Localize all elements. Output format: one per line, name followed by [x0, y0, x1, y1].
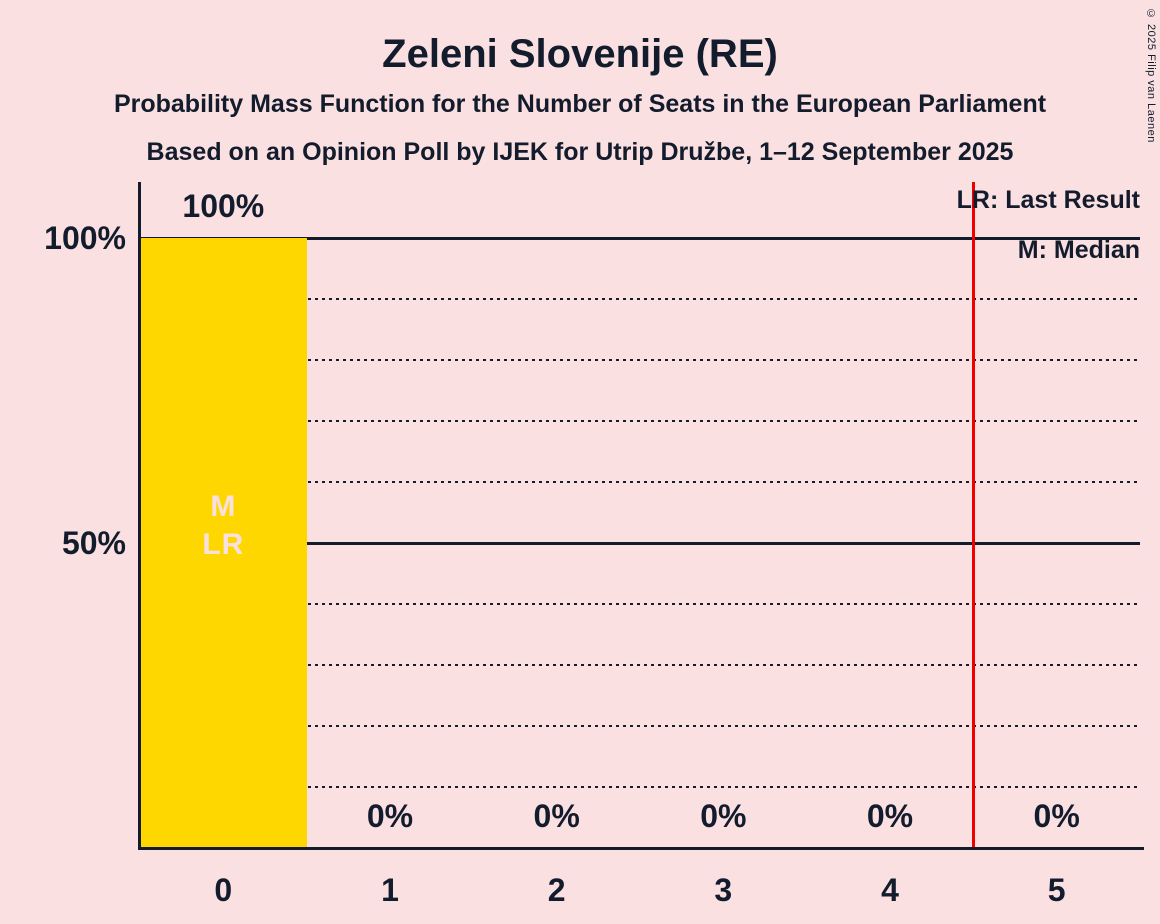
- median-last-result-annotation: M LR: [140, 488, 307, 564]
- y-axis-line: [138, 182, 141, 850]
- x-axis-label-4: 4: [881, 872, 899, 908]
- bar-value-label-seat-4: 0%: [866, 798, 914, 834]
- copyright-notice: © 2025 Filip van Laenen: [1145, 8, 1157, 143]
- gridline-dotted-60: [140, 481, 1140, 483]
- bar-value-label-seat-2: 0%: [533, 798, 580, 834]
- bar-value-label-seat-3: 0%: [700, 798, 747, 834]
- gridline-dotted-40: [140, 603, 1140, 605]
- gridline-dotted-20: [140, 725, 1140, 727]
- chart-subtitle: Probability Mass Function for the Number…: [113, 90, 1047, 118]
- x-axis-label-5: 5: [1047, 872, 1066, 908]
- legend-last-result: LR: Last Result: [956, 186, 1140, 214]
- gridline-dotted-10: [140, 786, 1140, 788]
- chart-poll-source: Based on an Opinion Poll by IJEK for Utr…: [146, 138, 1014, 166]
- gridline-dotted-90: [140, 298, 1140, 300]
- annotation-m: M: [210, 490, 237, 523]
- bar-seat-0: [140, 238, 307, 848]
- gridline-solid-100: [140, 236, 1140, 240]
- gridline-dotted-80: [140, 359, 1140, 361]
- x-axis-line: [138, 847, 1144, 850]
- bar-value-label-seat-0: 100%: [182, 188, 265, 224]
- y-axis-label-100: 100%: [44, 220, 126, 256]
- chart-title: Zeleni Slovenije (RE): [382, 32, 778, 76]
- majority-threshold-line: [971, 182, 975, 847]
- annotation-lr: LR: [202, 528, 245, 561]
- y-axis-label-50: 50%: [61, 525, 126, 561]
- bar-value-label-seat-5: 0%: [1033, 798, 1080, 834]
- legend-median: M: Median: [1017, 236, 1140, 264]
- bar-value-label-seat-1: 0%: [366, 798, 414, 834]
- x-axis-label-3: 3: [714, 872, 733, 908]
- gridline-solid-50: [140, 541, 1140, 545]
- gridline-dotted-70: [140, 420, 1140, 422]
- x-axis-label-0: 0: [214, 872, 233, 908]
- x-axis-label-2: 2: [547, 872, 566, 908]
- gridline-dotted-30: [140, 664, 1140, 666]
- x-axis-label-1: 1: [381, 872, 399, 908]
